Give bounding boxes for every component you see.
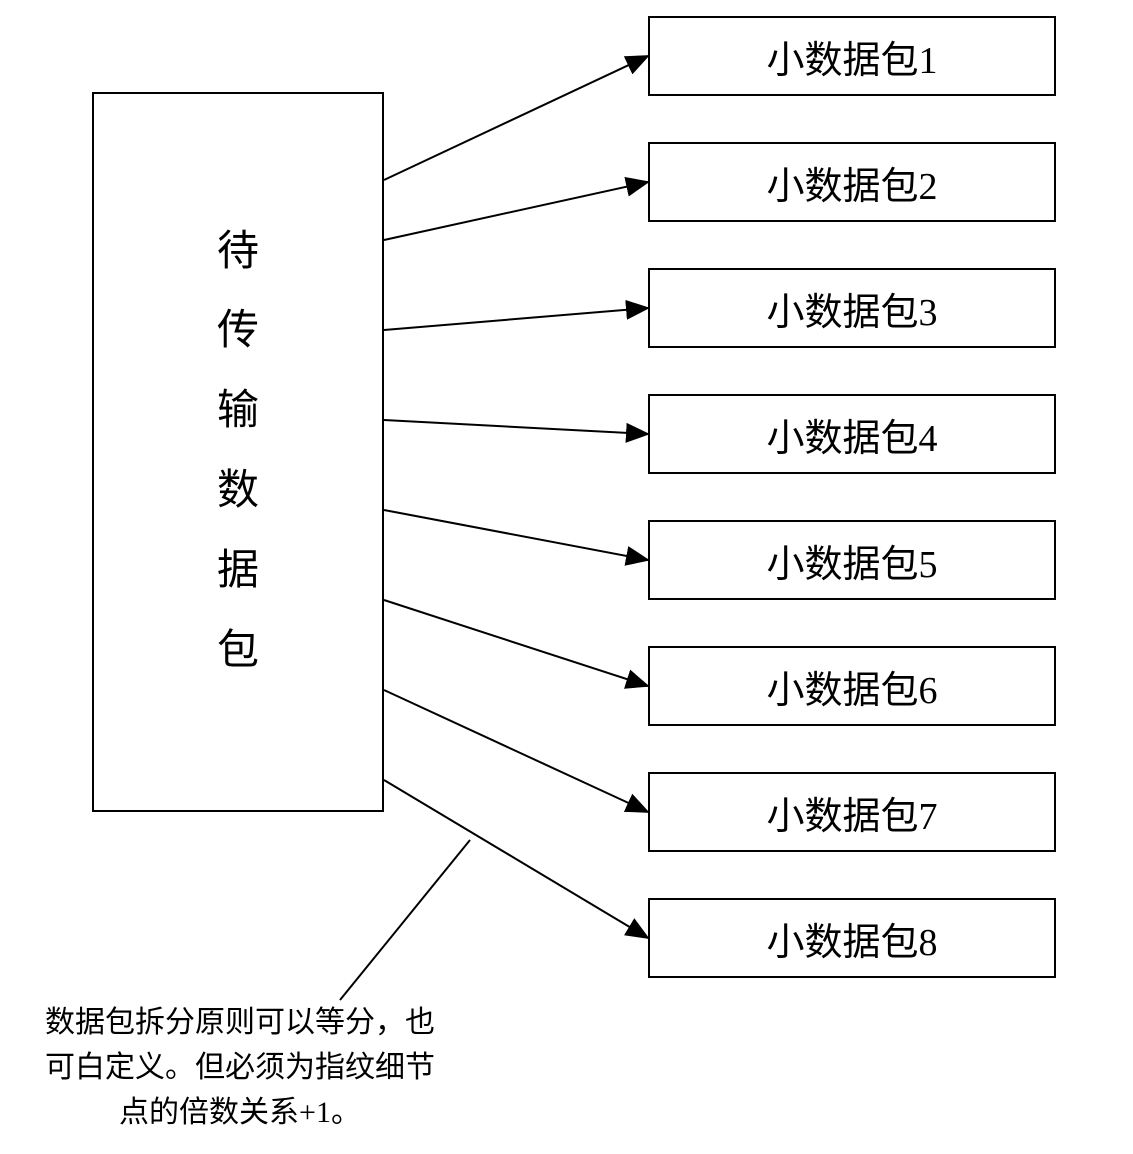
arrow-line-5 [384,510,648,560]
note-line: 数据包拆分原则可以等分，也 [0,1000,480,1045]
source-char: 据 [217,532,259,612]
arrow-line-2 [384,182,648,240]
packet-box-6: 小数据包6 [648,646,1056,726]
note-pointer-line [340,840,470,1000]
packet-label: 小数据包5 [766,533,937,588]
source-char: 输 [217,372,259,452]
packet-box-4: 小数据包4 [648,394,1056,474]
packet-box-3: 小数据包3 [648,268,1056,348]
packet-label: 小数据包8 [766,911,937,966]
note-line: 点的倍数关系+1。 [0,1090,480,1135]
source-packet-box: 待传输数据包 [92,92,384,812]
packet-box-2: 小数据包2 [648,142,1056,222]
source-char: 数 [217,452,259,532]
note-line: 可白定义。但必须为指纹细节 [0,1045,480,1090]
packet-label: 小数据包3 [766,281,937,336]
packet-label: 小数据包7 [766,785,937,840]
packet-box-1: 小数据包1 [648,16,1056,96]
source-char: 待 [217,213,259,293]
packet-label: 小数据包4 [766,407,937,462]
packet-label: 小数据包2 [766,155,937,210]
packet-box-7: 小数据包7 [648,772,1056,852]
arrow-line-8 [384,780,648,938]
arrow-line-1 [384,56,648,180]
source-char: 包 [217,612,259,692]
packet-box-8: 小数据包8 [648,898,1056,978]
packet-label: 小数据包1 [766,29,937,84]
arrow-line-3 [384,308,648,330]
packet-label: 小数据包6 [766,659,937,714]
source-char: 传 [217,292,259,372]
packet-box-5: 小数据包5 [648,520,1056,600]
arrow-line-7 [384,690,648,812]
arrow-line-4 [384,420,648,434]
split-rule-note: 数据包拆分原则可以等分，也可白定义。但必须为指纹细节点的倍数关系+1。 [0,1000,480,1135]
arrow-line-6 [384,600,648,686]
